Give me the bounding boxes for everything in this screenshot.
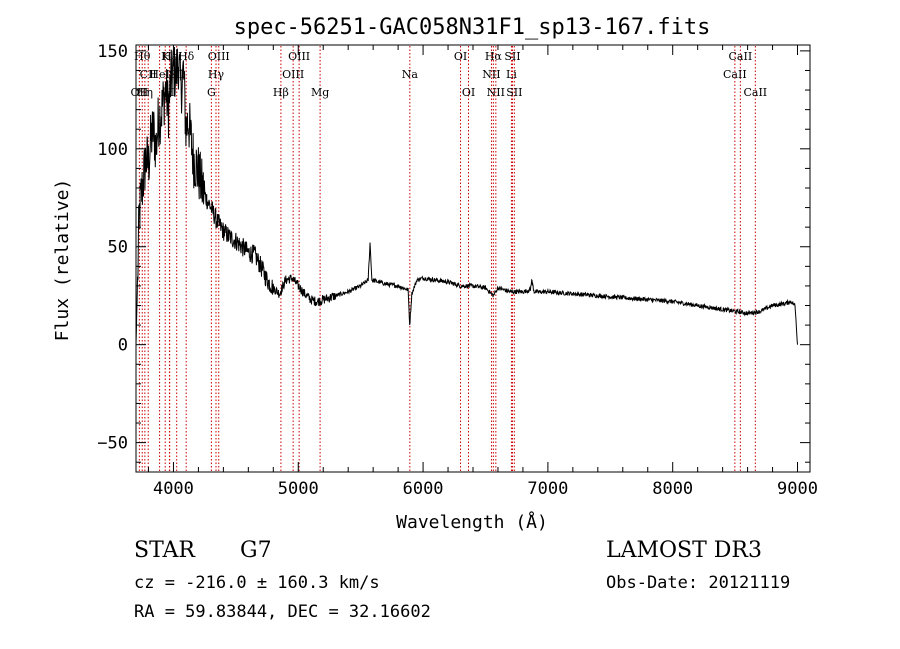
emission-line-label: OI: [462, 86, 475, 99]
x-axis-label: Wavelength (Å): [396, 511, 548, 533]
emission-line-label: OIII: [282, 68, 304, 81]
y-tick-label: 50: [108, 238, 128, 258]
chart-title: spec-56251-GAC058N31F1_sp13-167.fits: [234, 15, 711, 40]
redshift-velocity: cz = -216.0 ± 160.3 km/s: [134, 573, 380, 593]
axis-ticks: [136, 45, 810, 472]
x-tick-label: 6000: [403, 479, 444, 499]
emission-line-label: OI: [454, 50, 467, 63]
y-tick-label: −50: [97, 434, 128, 454]
x-tick-label: 4000: [153, 479, 194, 499]
emission-line-label: Hθ: [134, 50, 151, 63]
emission-line-label: Hα: [485, 50, 503, 63]
emission-line-label: CaII: [723, 68, 747, 81]
emission-line-markers: [138, 46, 756, 471]
axis-tick-labels: 4000 5000 6000 7000 8000 9000 −50 0 50 100 150: [97, 42, 818, 499]
emission-line-label: K: [161, 50, 170, 63]
y-axis-label: Flux (relative): [52, 179, 73, 342]
x-tick-label: 7000: [527, 479, 568, 499]
emission-line-label: NII: [487, 86, 505, 99]
x-tick-label: 8000: [652, 479, 693, 499]
emission-line-label: OII: [131, 86, 149, 99]
y-tick-label: 0: [118, 336, 128, 356]
object-subclass: G7: [240, 538, 272, 563]
emission-line-label: NII: [482, 68, 500, 81]
emission-line-label: SII: [504, 50, 520, 63]
emission-line-label: Na: [402, 68, 419, 81]
x-tick-label: 9000: [777, 479, 818, 499]
emission-line-label: Mg: [311, 86, 329, 99]
y-tick-label: 150: [97, 42, 128, 62]
sky-coordinates: RA = 59.83844, DEC = 32.16602: [134, 602, 431, 622]
y-tick-label: 100: [97, 140, 128, 160]
emission-line-label: CaII: [743, 86, 767, 99]
emission-line-label: Hδ: [178, 50, 195, 63]
x-tick-label: 5000: [278, 479, 319, 499]
emission-line-label: CII: [140, 68, 157, 81]
emission-line-label: Li: [506, 68, 517, 81]
emission-line-label: Hη: [137, 86, 153, 99]
emission-line-label: Hβ: [273, 86, 289, 99]
emission-line-label: OIII: [208, 50, 230, 63]
emission-line-label: G: [207, 86, 216, 99]
survey-name: LAMOST DR3: [606, 538, 762, 563]
emission-line-label: SII: [506, 86, 522, 99]
emission-line-label: Hγ: [208, 68, 225, 81]
emission-line-label: Hε: [162, 50, 178, 63]
object-class: STAR: [134, 538, 195, 563]
observation-date: Obs-Date: 20121119: [606, 573, 791, 593]
emission-line-labels: OIIHθHηCIIHeIKHHεSIIHδGHγOIIIHβOIIIOIIIM…: [131, 50, 768, 99]
plot-frame: [135, 44, 811, 473]
emission-line-label: CaII: [729, 50, 753, 63]
spectrum-line: [135, 46, 798, 345]
emission-line-label: HeI: [149, 68, 169, 81]
emission-line-label: OIII: [288, 50, 310, 63]
